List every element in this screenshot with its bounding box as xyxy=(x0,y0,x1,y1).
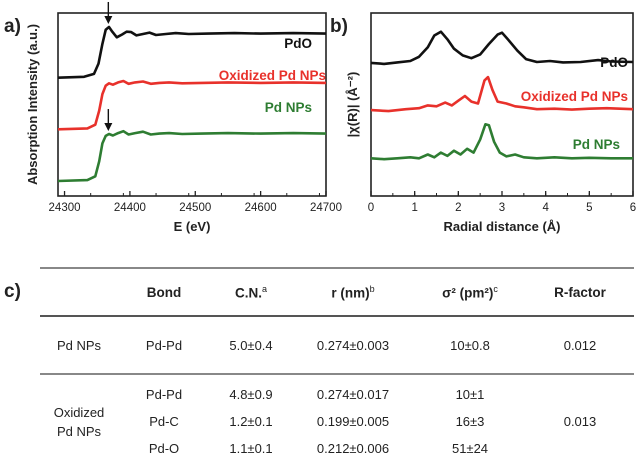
header-sigma: σ² (pm²)c xyxy=(414,267,526,317)
cn-cell: 5.0±0.4 xyxy=(210,316,292,375)
series-label: Oxidized Pd NPs xyxy=(521,89,628,104)
sigma-cell: 10±0.8 xyxy=(414,316,526,375)
series-label: Oxidized Pd NPs xyxy=(219,68,326,83)
panel-label-c: c) xyxy=(4,281,21,302)
header-r: r (nm)b xyxy=(292,267,414,317)
x-tick-label: 0 xyxy=(368,202,374,214)
r-cell: 0.199±0.005 xyxy=(316,414,390,429)
exafs-chart: 0 1 2 3 4 5 6 Radial distance (Å) |χ(R)| (Å⁻²) Pd… xyxy=(345,12,636,234)
sample-name: Pd NPs xyxy=(40,316,118,375)
series-line xyxy=(57,25,327,79)
panel-label-a: a) xyxy=(4,16,21,37)
arrow-annotation-head xyxy=(104,123,113,132)
x-tick-label: 1 xyxy=(411,202,417,214)
x-axis-title: E (eV) xyxy=(174,219,211,234)
bond-cell: Pd-Pd xyxy=(118,316,210,375)
x-tick-label: 4 xyxy=(542,202,549,214)
cn-cell: 4.8±0.9 xyxy=(229,387,273,402)
series-line xyxy=(57,129,327,183)
panel-label-b: b) xyxy=(330,16,348,37)
series-label: PdO xyxy=(600,55,628,70)
r-cell: 0.274±0.003 xyxy=(292,316,414,375)
r-cell: 0.274±0.017 xyxy=(316,387,390,402)
x-tick-label: 24500 xyxy=(179,202,211,214)
table-row: Pd NPs Pd-Pd 5.0±0.4 0.274±0.003 10±0.8 … xyxy=(40,316,634,375)
series-label: Pd NPs xyxy=(265,100,312,115)
y-axis-title: Absorption Intensity (a.u.) xyxy=(25,24,40,185)
x-tick-label: 24700 xyxy=(310,202,342,214)
series-label: PdO xyxy=(284,36,312,51)
header-sample xyxy=(40,267,118,317)
x-tick-label: 24400 xyxy=(114,202,146,214)
bond-cell: Pd-O xyxy=(148,441,180,456)
x-tick-label: 2 xyxy=(455,202,461,214)
arrow-annotation-head xyxy=(104,15,113,24)
cn-cell: 1.1±0.1 xyxy=(229,441,273,456)
series-label: Pd NPs xyxy=(573,137,620,152)
xanes-chart: 24300 24400 24500 24600 24700 E (eV) Absorptio… xyxy=(25,1,342,234)
r-cell: 0.212±0.006 xyxy=(316,441,390,456)
x-tick-label: 6 xyxy=(630,202,636,214)
x-tick-label: 5 xyxy=(586,202,592,214)
x-axis-title: Radial distance (Å) xyxy=(443,219,560,234)
series-line xyxy=(370,123,633,161)
header-bond: Bond xyxy=(118,267,210,317)
header-rfactor: R-factor xyxy=(526,267,634,317)
sigma-cell: 10±1 xyxy=(455,387,485,402)
sigma-cell: 16±3 xyxy=(455,414,485,429)
plot-frame xyxy=(370,12,634,197)
table-row: Oxidized Pd NPs Pd-Pd 4.8±0.9 0.274±0.01… xyxy=(40,374,634,439)
series-line xyxy=(370,30,634,66)
x-tick-label: 3 xyxy=(499,202,505,214)
sample-name-line: Oxidized xyxy=(53,404,105,420)
table-row: Pd-C 1.2±0.1 0.199±0.005 16±3 xyxy=(40,408,634,435)
sample-name: Oxidized Pd NPs xyxy=(40,374,118,462)
series-line xyxy=(57,79,327,131)
sample-name-line: Pd NPs xyxy=(56,423,102,439)
rfactor-cell: 0.013 xyxy=(563,414,597,429)
plot-frame xyxy=(57,12,327,197)
cn-cell: 1.2±0.1 xyxy=(229,414,273,429)
bond-cell: Pd-Pd xyxy=(145,387,183,402)
bond-cell: Pd-C xyxy=(149,414,179,429)
series-line xyxy=(370,75,634,113)
x-tick-label: 24300 xyxy=(49,202,81,214)
header-cn: C.N.a xyxy=(210,267,292,317)
sigma-cell: 51±24 xyxy=(451,441,489,456)
x-tick-label: 24600 xyxy=(245,202,277,214)
fitting-table: Bond C.N.a r (nm)b σ² (pm²)c R-factor Pd… xyxy=(40,267,634,462)
table-header-row: Bond C.N.a r (nm)b σ² (pm²)c R-factor xyxy=(40,267,634,317)
y-axis-title: |χ(R)| (Å⁻²) xyxy=(345,72,360,138)
rfactor-cell: 0.012 xyxy=(526,316,634,375)
